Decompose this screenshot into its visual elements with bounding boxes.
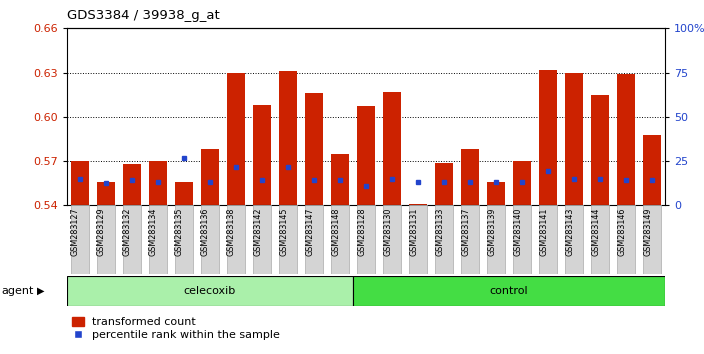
Text: GSM283139: GSM283139 xyxy=(487,207,496,256)
Bar xyxy=(461,205,479,274)
Bar xyxy=(383,205,401,274)
Text: GSM283147: GSM283147 xyxy=(305,207,314,256)
Text: GSM283131: GSM283131 xyxy=(409,207,418,256)
Bar xyxy=(353,276,665,306)
Bar xyxy=(539,70,558,205)
Bar xyxy=(487,205,505,274)
Bar xyxy=(357,205,375,274)
Bar xyxy=(331,154,349,205)
Text: GSM283149: GSM283149 xyxy=(643,207,653,256)
Bar xyxy=(149,161,167,205)
Text: celecoxib: celecoxib xyxy=(184,286,236,296)
Text: GSM283130: GSM283130 xyxy=(383,207,392,256)
Bar xyxy=(97,205,115,274)
Bar xyxy=(67,276,353,306)
Bar xyxy=(279,205,297,274)
Text: agent: agent xyxy=(1,286,34,296)
Text: GSM283128: GSM283128 xyxy=(357,207,366,256)
Bar xyxy=(227,73,245,205)
Text: GSM283140: GSM283140 xyxy=(513,207,522,256)
Bar xyxy=(227,205,245,274)
Bar xyxy=(487,182,505,205)
Bar xyxy=(122,164,141,205)
Bar xyxy=(409,205,427,274)
Text: GSM283148: GSM283148 xyxy=(331,207,340,256)
Text: control: control xyxy=(490,286,529,296)
Text: GSM283142: GSM283142 xyxy=(253,207,262,256)
Bar xyxy=(435,162,453,205)
Text: GSM283127: GSM283127 xyxy=(71,207,80,256)
Bar xyxy=(409,204,427,205)
Text: GDS3384 / 39938_g_at: GDS3384 / 39938_g_at xyxy=(67,9,220,22)
Bar xyxy=(643,135,661,205)
Bar xyxy=(71,205,89,274)
Bar xyxy=(305,205,323,274)
Text: GSM283132: GSM283132 xyxy=(123,207,132,256)
Text: GSM283138: GSM283138 xyxy=(227,207,236,256)
Bar xyxy=(617,74,635,205)
Bar xyxy=(97,182,115,205)
Bar xyxy=(565,205,584,274)
Text: GSM283129: GSM283129 xyxy=(97,207,106,256)
Bar xyxy=(357,107,375,205)
Text: GSM283146: GSM283146 xyxy=(617,207,627,256)
Bar xyxy=(539,205,558,274)
Text: GSM283135: GSM283135 xyxy=(175,207,184,256)
Bar xyxy=(305,93,323,205)
Bar xyxy=(149,205,167,274)
Bar xyxy=(201,205,219,274)
Text: GSM283145: GSM283145 xyxy=(279,207,288,256)
Bar xyxy=(643,205,661,274)
Bar xyxy=(253,105,271,205)
Bar xyxy=(175,205,193,274)
Text: GSM283137: GSM283137 xyxy=(461,207,470,256)
Text: GSM283136: GSM283136 xyxy=(201,207,210,256)
Bar xyxy=(331,205,349,274)
Bar xyxy=(513,161,532,205)
Bar xyxy=(461,149,479,205)
Text: GSM283134: GSM283134 xyxy=(149,207,158,256)
Bar xyxy=(175,182,193,205)
Text: GSM283144: GSM283144 xyxy=(591,207,601,256)
Text: ▶: ▶ xyxy=(37,286,44,296)
Bar xyxy=(513,205,532,274)
Text: GSM283133: GSM283133 xyxy=(435,207,444,256)
Bar xyxy=(591,95,610,205)
Bar xyxy=(383,92,401,205)
Bar xyxy=(617,205,635,274)
Bar xyxy=(279,71,297,205)
Legend: transformed count, percentile rank within the sample: transformed count, percentile rank withi… xyxy=(73,317,280,340)
Bar xyxy=(71,161,89,205)
Bar xyxy=(122,205,141,274)
Text: GSM283143: GSM283143 xyxy=(565,207,574,256)
Bar xyxy=(565,73,584,205)
Bar xyxy=(201,149,219,205)
Bar xyxy=(435,205,453,274)
Bar xyxy=(591,205,610,274)
Bar xyxy=(253,205,271,274)
Text: GSM283141: GSM283141 xyxy=(539,207,548,256)
